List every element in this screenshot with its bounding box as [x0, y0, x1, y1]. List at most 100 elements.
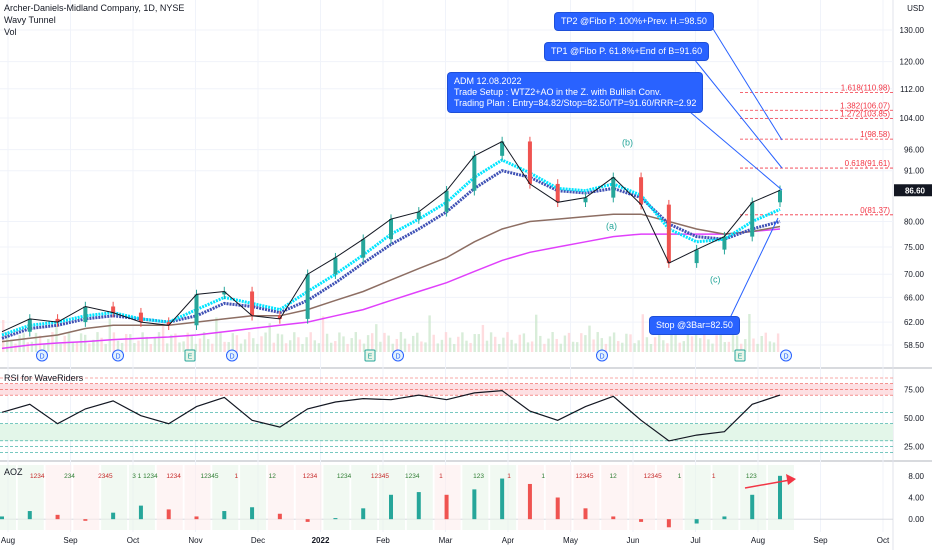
volume-bar [186, 332, 189, 352]
aoz-axis-tick-label: 0.00 [908, 515, 924, 524]
candle-body [55, 318, 60, 323]
aoz-count-label: 1234 [166, 473, 181, 480]
volume-bar [760, 335, 763, 352]
fib-level-label: 0(81.37) [860, 206, 890, 215]
series-slow-ma [1, 213, 781, 343]
volume-bar [297, 337, 300, 352]
candle-body [83, 306, 88, 323]
volume-bar [625, 333, 628, 352]
indicator-volume[interactable]: Vol [4, 27, 17, 37]
dividend-marker: D [392, 349, 404, 362]
volume-bar [75, 342, 79, 352]
volume-bar [424, 342, 427, 352]
volume-bar [489, 332, 493, 352]
x-axis-tick-label: Nov [188, 536, 202, 545]
volume-bar [768, 341, 772, 352]
wave-label-b: (b) [622, 138, 633, 148]
volume-bar [494, 336, 497, 352]
plan-line-1: ADM 12.08.2022 [454, 76, 522, 86]
indicator-wavy-tunnel[interactable]: Wavy Tunnel [4, 15, 56, 25]
x-axis-tick-label: Apr [502, 536, 515, 545]
volume-bar [776, 333, 780, 352]
volume-bar [18, 335, 21, 352]
volume-bar [621, 342, 624, 352]
price-axis-tick-label: 96.00 [904, 146, 925, 155]
chart-title: Archer-Daniels-Midland Company, 1D, NYSE [4, 3, 185, 13]
volume-bar [612, 332, 616, 352]
aoz-count-label: 1 [541, 473, 545, 480]
volume-bar [170, 334, 173, 352]
callout-trade-plan[interactable]: ADM 12.08.2022 Trade Setup : WTZ2+AO in … [448, 73, 703, 112]
volume-bar [420, 341, 423, 352]
rsi-axis-tick-label: 25.00 [904, 443, 925, 452]
volume-bar [51, 332, 54, 352]
price-axis-tick-label: 66.00 [904, 293, 925, 302]
aoz-bar [611, 516, 616, 520]
volume-bar [551, 332, 554, 352]
earnings-marker: E [734, 349, 746, 362]
aoz-count-label: 1 [678, 473, 682, 480]
volume-bar [453, 343, 456, 352]
callout-stop[interactable]: Stop @3Bar=82.50 [650, 317, 739, 334]
aoz-bar [639, 519, 644, 522]
volume-bar [100, 337, 103, 352]
price-axis-tick-label: 104.00 [900, 114, 925, 123]
candle-body [250, 291, 255, 316]
volume-bar [125, 333, 128, 352]
volume-bar [174, 333, 177, 352]
volume-bar [641, 314, 644, 352]
volume-bar [231, 333, 234, 352]
event-marker-label: E [368, 354, 373, 361]
aoz-count-label: 3 1 1234 [132, 473, 158, 480]
volume-bar [526, 342, 530, 352]
volume-bar [276, 333, 280, 352]
volume-bar [567, 332, 571, 352]
volume-bar [145, 336, 148, 352]
volume-bar [723, 342, 726, 352]
aoz-bar [250, 507, 255, 520]
aoz-count-label: 12345 [644, 473, 662, 480]
aoz-bar [472, 489, 477, 520]
fib-level-label: 1.618(110.98) [841, 83, 891, 92]
candle-body [500, 141, 505, 156]
volume-bar [43, 343, 46, 352]
aoz-count-label: 1234 [405, 473, 420, 480]
price-axis-tick-label: 75.00 [904, 243, 925, 252]
series-tunnel-fast [1, 158, 781, 337]
aoz-bar [166, 509, 171, 520]
plan-line-2: Trade Setup : WTZ2+AO in the Z. with Bul… [454, 87, 662, 97]
fib-level-label: 1(98.58) [860, 130, 890, 139]
callout-plan-pointer [689, 111, 783, 191]
callout-tp1[interactable]: TP1 @Fibo P. 61.8%+End of B=91.60 [545, 43, 709, 60]
volume-bar [699, 338, 702, 352]
volume-bar [637, 340, 640, 352]
volume-bar [112, 332, 116, 352]
aoz-zone-stripe [712, 465, 739, 530]
volume-bar [26, 342, 29, 352]
volume-bar [293, 332, 296, 352]
volume-bar [198, 338, 202, 352]
volume-bar [645, 337, 649, 352]
candle-body [555, 183, 560, 203]
volume-bar [358, 339, 362, 352]
callout-tp2[interactable]: TP2 @Fibo P. 100%+Prev. H.=98.50 [555, 13, 713, 30]
volume-bar [239, 343, 243, 352]
volume-bar [485, 340, 489, 352]
volume-bar [477, 334, 480, 352]
volume-bar [649, 343, 653, 352]
aoz-axis-tick-label: 8.00 [908, 472, 924, 481]
aoz-count-label: 1 [507, 473, 511, 480]
volume-bar [346, 343, 349, 352]
x-axis-tick-label: Sep [813, 536, 828, 545]
x-axis-tick-label: Dec [251, 536, 265, 545]
volume-bar [469, 342, 472, 352]
volume-bar [137, 340, 140, 352]
volume-bar [223, 341, 226, 352]
volume-bar [502, 337, 505, 352]
volume-bar [735, 335, 739, 352]
volume-bar [694, 325, 698, 352]
rsi-oversold-band [0, 423, 893, 441]
volume-bar [79, 333, 83, 352]
volume-bar [436, 343, 439, 352]
aoz-count-label: 234 [64, 473, 75, 480]
